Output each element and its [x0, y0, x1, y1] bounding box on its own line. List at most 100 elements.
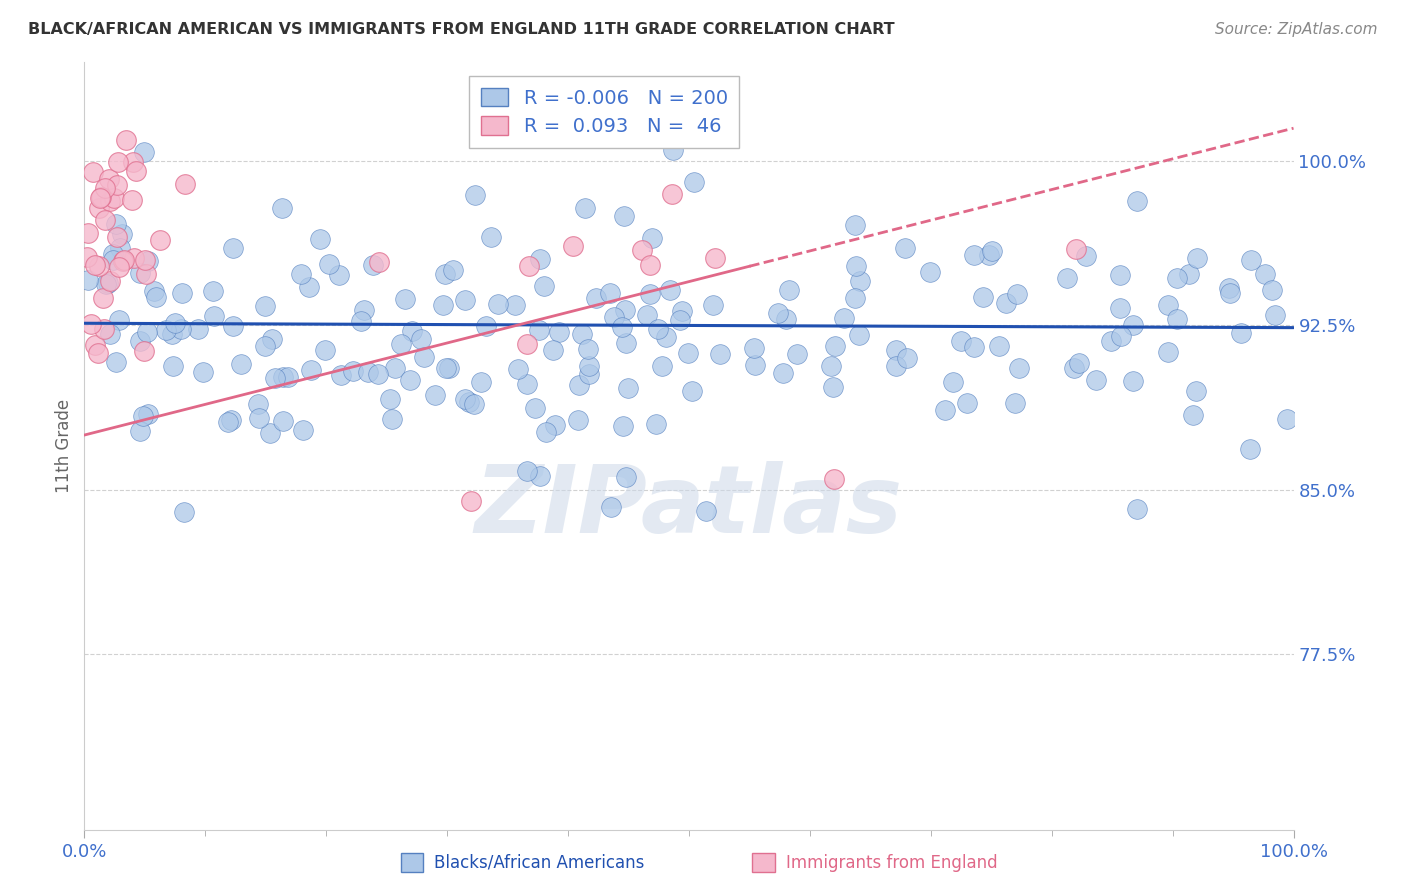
Point	[662, 143, 685, 157]
Point	[1125, 194, 1147, 208]
Point	[523, 401, 546, 415]
Point	[578, 367, 600, 381]
Point	[972, 290, 994, 304]
Point	[1126, 502, 1149, 516]
Point	[262, 332, 284, 346]
Point	[1239, 253, 1261, 268]
Point	[824, 339, 846, 353]
Text: BLACK/AFRICAN AMERICAN VS IMMIGRANTS FROM ENGLAND 11TH GRADE CORRELATION CHART: BLACK/AFRICAN AMERICAN VS IMMIGRANTS FRO…	[28, 22, 894, 37]
FancyBboxPatch shape	[752, 853, 775, 872]
Point	[654, 330, 676, 344]
Point	[920, 264, 942, 278]
Point	[979, 248, 1001, 262]
Point	[479, 230, 502, 244]
Point	[603, 310, 626, 325]
Point	[367, 367, 389, 381]
Point	[97, 172, 120, 186]
Point	[1239, 442, 1261, 456]
Point	[115, 133, 138, 147]
Point	[350, 313, 373, 327]
Point	[271, 414, 294, 428]
Point	[105, 355, 128, 369]
Text: ZIPatlas: ZIPatlas	[475, 461, 903, 553]
Point	[112, 252, 135, 267]
Point	[1008, 360, 1031, 375]
Point	[844, 291, 866, 305]
Point	[84, 337, 107, 351]
Point	[503, 298, 526, 312]
Text: Immigrants from England: Immigrants from England	[786, 854, 998, 871]
Point	[614, 469, 637, 483]
Point	[1157, 344, 1180, 359]
Point	[896, 351, 918, 365]
Point	[108, 313, 131, 327]
Point	[291, 423, 314, 437]
Point	[678, 346, 700, 360]
Point	[259, 426, 281, 441]
Point	[219, 413, 242, 427]
Point	[1108, 301, 1130, 315]
Point	[744, 358, 766, 372]
Point	[93, 322, 115, 336]
Point	[766, 306, 789, 320]
Point	[567, 413, 589, 427]
Point	[548, 325, 571, 339]
Point	[271, 370, 294, 384]
Point	[1181, 408, 1204, 422]
Point	[1122, 374, 1144, 388]
Point	[136, 407, 159, 421]
Point	[378, 392, 401, 406]
Point	[1004, 396, 1026, 410]
Point	[299, 363, 322, 377]
Point	[702, 298, 724, 312]
Point	[162, 359, 184, 373]
Point	[297, 280, 319, 294]
Point	[772, 366, 794, 380]
Point	[464, 188, 486, 202]
Text: Blacks/African Americans: Blacks/African Americans	[434, 854, 645, 871]
Point	[516, 464, 538, 478]
Point	[328, 268, 350, 282]
Point	[683, 175, 706, 189]
Point	[613, 209, 636, 223]
Point	[820, 359, 842, 374]
Point	[134, 343, 156, 358]
Point	[163, 316, 186, 330]
Point	[1085, 373, 1108, 387]
Point	[434, 361, 457, 376]
Point	[1185, 252, 1208, 266]
Point	[651, 359, 673, 373]
Point	[353, 303, 375, 318]
Point	[134, 145, 156, 159]
Point	[1067, 356, 1090, 370]
Point	[599, 286, 621, 301]
Point	[1157, 298, 1180, 312]
Point	[669, 313, 692, 327]
Point	[832, 310, 855, 325]
Point	[121, 193, 143, 207]
Point	[111, 227, 134, 241]
Point	[1254, 267, 1277, 281]
Point	[143, 284, 166, 298]
Point	[80, 317, 103, 331]
Point	[884, 359, 907, 373]
Point	[516, 376, 538, 391]
Point	[82, 165, 104, 179]
Point	[122, 154, 145, 169]
Point	[638, 286, 661, 301]
Point	[103, 191, 125, 205]
Point	[290, 267, 312, 281]
Point	[222, 241, 245, 255]
Point	[1076, 249, 1098, 263]
Point	[318, 257, 340, 271]
Point	[87, 346, 110, 360]
Point	[357, 365, 380, 379]
Point	[516, 337, 538, 351]
Point	[658, 283, 681, 297]
Point	[963, 248, 986, 262]
Point	[631, 243, 654, 257]
Point	[247, 411, 270, 425]
Point	[987, 339, 1010, 353]
Point	[942, 375, 965, 389]
Point	[128, 267, 150, 281]
